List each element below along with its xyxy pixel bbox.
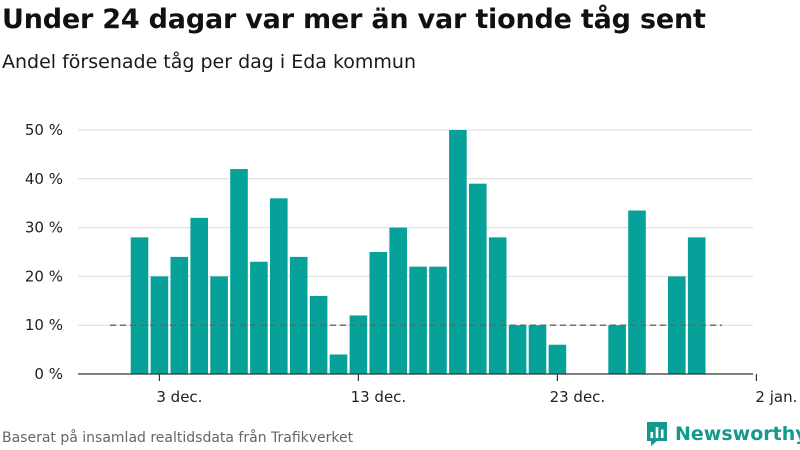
bar bbox=[449, 130, 467, 374]
bar bbox=[687, 237, 706, 374]
bar bbox=[469, 183, 487, 374]
bar bbox=[270, 198, 288, 374]
bar bbox=[668, 276, 686, 374]
bar bbox=[528, 325, 547, 374]
bar bbox=[130, 237, 149, 374]
bar bbox=[349, 315, 368, 374]
bar bbox=[250, 261, 268, 374]
y-tick-label: 10 % bbox=[25, 316, 63, 334]
bar-chart: 0 % 10 % 20 % 30 % 40 % 50 % 3 dec. 13 dec. 23 d… bbox=[25, 121, 797, 406]
bar bbox=[170, 256, 189, 374]
x-tick-label: 23 dec. bbox=[550, 388, 606, 406]
bar bbox=[309, 295, 328, 374]
bar bbox=[210, 276, 228, 374]
y-tick-label: 20 % bbox=[25, 267, 63, 285]
chart-title: Under 24 dagar var mer än var tionde tåg… bbox=[2, 4, 706, 35]
bar bbox=[548, 344, 567, 374]
x-tick-label: 2 jan. bbox=[755, 388, 797, 406]
y-tick-label: 0 % bbox=[34, 365, 63, 383]
bar-chart-logo-icon bbox=[647, 422, 667, 446]
bar bbox=[429, 266, 447, 374]
bar bbox=[329, 354, 348, 374]
x-tick-label: 13 dec. bbox=[351, 388, 407, 406]
x-tick-label: 3 dec. bbox=[156, 388, 202, 406]
y-tick-label: 40 % bbox=[25, 170, 63, 188]
bars bbox=[130, 130, 706, 374]
chart-subtitle: Andel försenade tåg per dag i Eda kommun bbox=[2, 51, 417, 73]
y-tick-label: 30 % bbox=[25, 219, 63, 237]
brand-name: Newsworthy bbox=[675, 423, 800, 445]
bar bbox=[150, 276, 169, 374]
bar bbox=[389, 227, 407, 374]
bar bbox=[369, 252, 388, 374]
bar bbox=[488, 237, 507, 374]
bar bbox=[289, 256, 308, 374]
y-tick-label: 50 % bbox=[25, 121, 63, 139]
brand: Newsworthy bbox=[645, 420, 800, 448]
bar bbox=[409, 266, 427, 374]
bar bbox=[190, 217, 208, 374]
bar bbox=[230, 169, 248, 374]
bar bbox=[508, 325, 527, 374]
bar bbox=[628, 210, 646, 374]
axes: 0 % 10 % 20 % 30 % 40 % 50 % 3 dec. 13 dec. 23 d… bbox=[25, 121, 797, 406]
source-note: Baserat på insamlad realtidsdata från Tr… bbox=[2, 430, 354, 446]
bar bbox=[608, 325, 626, 374]
